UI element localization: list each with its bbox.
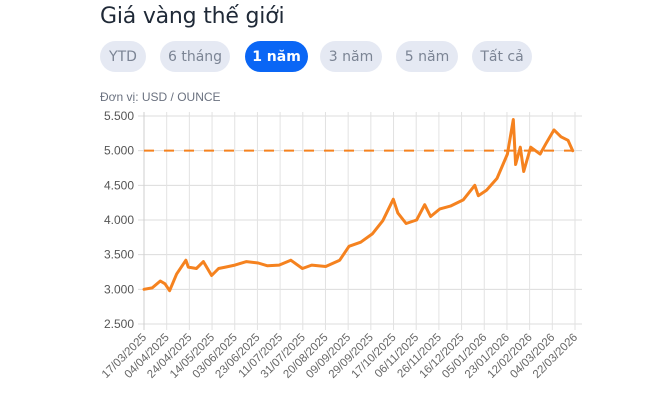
- x-axis: 17/03/202504/04/202524/04/202514/05/2025…: [100, 332, 580, 381]
- tab-3-years[interactable]: 3 năm: [320, 41, 382, 72]
- tab-all[interactable]: Tất cả: [472, 41, 532, 72]
- tab-ytd[interactable]: YTD: [100, 41, 146, 72]
- chart-grid: [138, 112, 582, 330]
- unit-label: Đơn vị: USD / OUNCE: [100, 90, 221, 104]
- y-tick-label: 5.000: [104, 144, 134, 158]
- y-tick-label: 3.500: [104, 248, 134, 262]
- y-tick-label: 3.000: [104, 282, 134, 296]
- price-line[interactable]: [142, 118, 575, 293]
- page-title: Giá vàng thế giới: [100, 4, 285, 29]
- y-axis: 5.500 5.000 4.500 4.000 3.500 3.000 2.500: [104, 109, 134, 331]
- y-tick-label: 4.500: [104, 178, 134, 192]
- tab-5-years[interactable]: 5 năm: [396, 41, 458, 72]
- tab-1-year[interactable]: 1 năm: [245, 41, 308, 72]
- y-tick-label: 4.000: [104, 213, 134, 227]
- tab-6-months[interactable]: 6 tháng: [160, 41, 230, 72]
- y-tick-label: 5.500: [104, 109, 134, 123]
- y-tick-label: 2.500: [104, 317, 134, 331]
